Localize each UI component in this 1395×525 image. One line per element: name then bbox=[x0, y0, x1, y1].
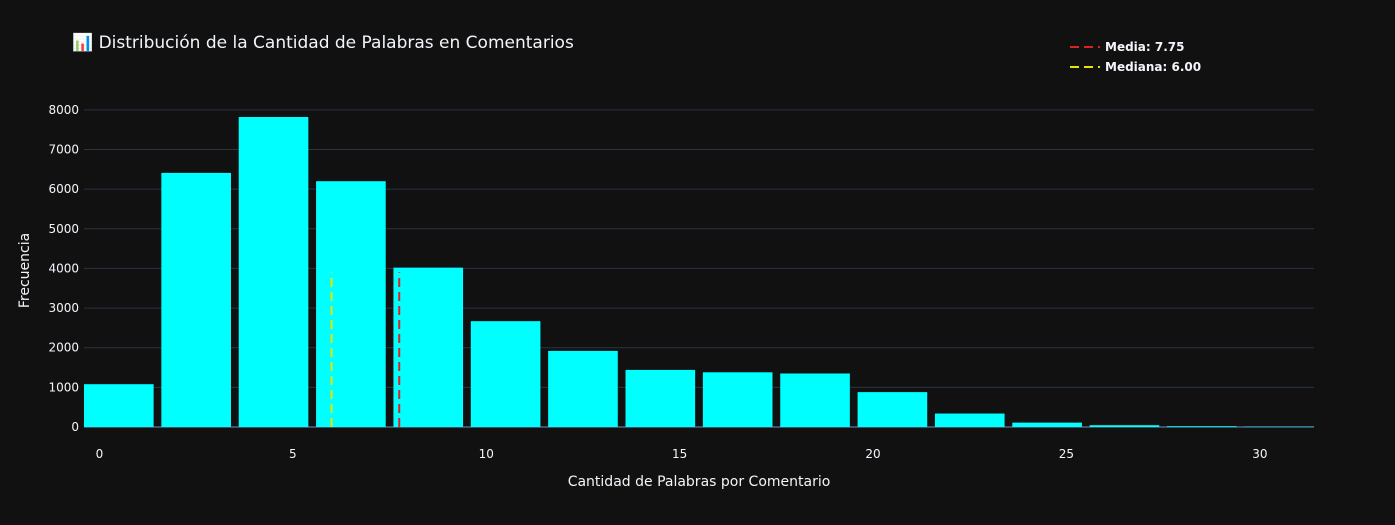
bar-layer bbox=[84, 116, 1314, 427]
vline-layer bbox=[330, 272, 401, 427]
histogram-bar[interactable] bbox=[238, 116, 309, 427]
y-tick-label: 4000 bbox=[48, 261, 79, 275]
y-tick-label: 2000 bbox=[48, 341, 79, 355]
legend-swatch-media bbox=[1070, 46, 1100, 48]
x-tick-label: 10 bbox=[479, 447, 494, 461]
y-tick-label: 5000 bbox=[48, 222, 79, 236]
histogram-bar[interactable] bbox=[1167, 426, 1237, 427]
x-tick-label: 0 bbox=[96, 447, 104, 461]
histogram-bar[interactable] bbox=[625, 369, 696, 427]
legend-item-mediana[interactable]: Mediana: 6.00 bbox=[1070, 57, 1201, 77]
histogram-bar[interactable] bbox=[84, 384, 154, 427]
histogram-bar[interactable] bbox=[548, 350, 618, 427]
y-tick-label: 8000 bbox=[48, 103, 79, 117]
histogram-bar[interactable] bbox=[702, 372, 773, 427]
x-tick-label: 20 bbox=[865, 447, 880, 461]
y-tick-label: 0 bbox=[71, 420, 79, 434]
histogram-bar[interactable] bbox=[857, 392, 928, 427]
y-tick-label: 6000 bbox=[48, 182, 79, 196]
y-tick-label: 1000 bbox=[48, 380, 79, 394]
tick-layer: 0 1000 2000 3000 4000 5000 6000 7000 8000 0 5 10 15 2… bbox=[48, 103, 1267, 461]
x-tick-label: 15 bbox=[672, 447, 687, 461]
histogram-bar[interactable] bbox=[934, 413, 1005, 427]
legend-item-media[interactable]: Media: 7.75 bbox=[1070, 37, 1201, 57]
x-tick-label: 25 bbox=[1059, 447, 1074, 461]
legend[interactable]: Media: 7.75 Mediana: 6.00 bbox=[1070, 37, 1201, 77]
histogram-bar[interactable] bbox=[780, 373, 850, 427]
histogram-bar[interactable] bbox=[470, 321, 541, 427]
histogram-bar[interactable] bbox=[393, 267, 464, 427]
y-tick-label: 7000 bbox=[48, 143, 79, 157]
histogram-bar[interactable] bbox=[1089, 425, 1160, 427]
legend-label-mediana: Mediana: 6.00 bbox=[1105, 60, 1202, 74]
y-axis-title: Frecuencia bbox=[17, 233, 33, 308]
x-tick-label: 5 bbox=[289, 447, 297, 461]
histogram-bar[interactable] bbox=[1012, 422, 1082, 427]
x-axis-title: Cantidad de Palabras por Comentario bbox=[568, 474, 831, 490]
x-tick-label: 30 bbox=[1252, 447, 1267, 461]
y-tick-label: 3000 bbox=[48, 301, 79, 315]
chart-title: 📊 Distribución de la Cantidad de Palabra… bbox=[72, 33, 574, 53]
histogram-bar[interactable] bbox=[316, 181, 386, 427]
legend-label-media: Media: 7.75 bbox=[1105, 40, 1185, 54]
histogram-bar[interactable] bbox=[161, 172, 231, 427]
legend-swatch-mediana bbox=[1070, 66, 1100, 68]
